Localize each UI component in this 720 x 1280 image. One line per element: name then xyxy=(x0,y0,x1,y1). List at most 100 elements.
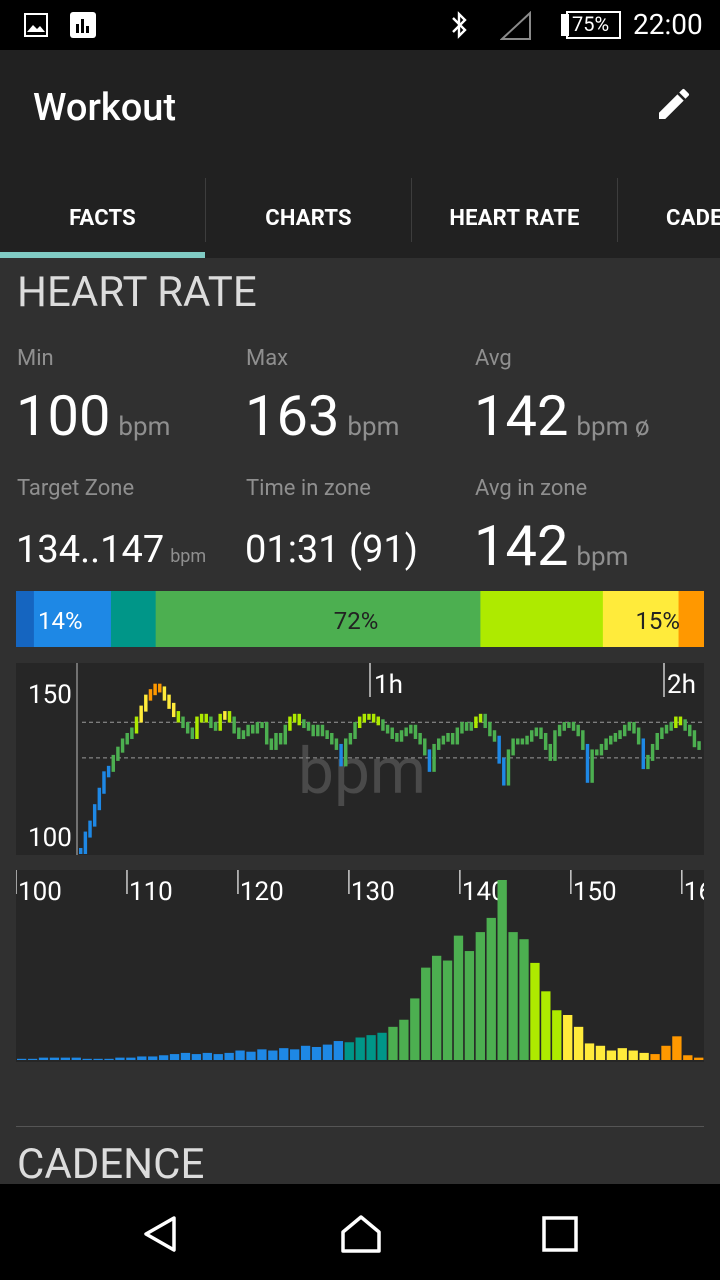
hr-point xyxy=(283,724,288,745)
hr-point xyxy=(483,713,487,729)
hr-point xyxy=(116,746,120,761)
time-in-zone-label: Time in zone xyxy=(246,476,371,501)
hr-point xyxy=(413,724,418,739)
hr-point xyxy=(111,754,115,772)
histogram-bar xyxy=(104,1058,114,1060)
edit-icon[interactable] xyxy=(654,84,694,124)
hr-point xyxy=(553,730,557,761)
section-title-cadence: CADENCE xyxy=(17,1140,205,1184)
heart-rate-histogram[interactable]: 100110120130140150160 xyxy=(16,870,704,1062)
hr-point xyxy=(167,694,171,709)
home-icon[interactable] xyxy=(339,1214,383,1254)
hr-point xyxy=(432,743,436,772)
hr-point xyxy=(395,732,399,742)
hr-point xyxy=(409,724,413,734)
histogram-bar xyxy=(311,1046,322,1060)
hr-point xyxy=(348,732,353,745)
tab-charts[interactable]: CHARTS xyxy=(265,205,352,231)
histogram-bar xyxy=(421,967,431,1060)
hr-point xyxy=(195,716,199,739)
hr-point xyxy=(297,713,301,726)
recents-icon[interactable] xyxy=(542,1216,578,1252)
max-label: Max xyxy=(246,346,289,371)
hr-point xyxy=(371,713,376,723)
x-tick-2h: 2h xyxy=(667,670,696,700)
hr-point xyxy=(655,732,659,750)
hr-point xyxy=(478,713,483,723)
histogram-bar xyxy=(279,1048,289,1060)
histogram-bar xyxy=(322,1044,333,1060)
hr-point xyxy=(125,732,129,745)
hr-point xyxy=(627,722,632,731)
tab-facts[interactable]: FACTS xyxy=(69,205,136,231)
back-icon[interactable] xyxy=(140,1214,180,1254)
zone-segment xyxy=(602,591,680,647)
histogram-bar xyxy=(180,1052,191,1060)
histogram-bar xyxy=(191,1054,202,1060)
hr-point xyxy=(427,749,432,772)
hr-point xyxy=(539,727,543,739)
hr-point xyxy=(650,743,655,761)
hr-point xyxy=(571,722,576,731)
hr-point xyxy=(311,724,315,737)
hr-point xyxy=(595,749,599,756)
hr-point xyxy=(97,787,102,811)
avg-label: Avg xyxy=(475,346,512,371)
heart-rate-chart[interactable]: bpm 150 100 1h 2h xyxy=(16,663,704,855)
hr-point xyxy=(404,727,408,737)
hr-point xyxy=(237,727,241,739)
battery-percent: 75% xyxy=(572,12,610,36)
hr-point xyxy=(529,730,534,742)
hr-point xyxy=(660,727,664,739)
histogram-bar xyxy=(158,1055,169,1060)
tab-indicator xyxy=(0,252,205,258)
histogram-bar xyxy=(639,1052,649,1060)
histogram-bar xyxy=(628,1050,638,1060)
hr-point xyxy=(534,727,539,737)
hr-point xyxy=(562,722,566,731)
hr-point xyxy=(506,749,511,786)
hr-point xyxy=(320,724,325,737)
hr-point xyxy=(204,713,208,723)
target-zone-label: Target Zone xyxy=(17,476,135,501)
hr-point xyxy=(441,735,446,745)
tab-heart-rate[interactable]: HEART RATE xyxy=(449,205,580,231)
histogram-bar xyxy=(497,880,507,1060)
hr-point xyxy=(227,711,232,723)
histogram-bar xyxy=(333,1041,344,1060)
tab-bar: FACTS CHARTS HEART RATE CADE xyxy=(0,178,720,258)
hr-point xyxy=(376,716,381,726)
hr-point xyxy=(134,716,139,734)
histogram-bar xyxy=(137,1056,147,1060)
hr-point xyxy=(543,732,548,750)
hr-point xyxy=(622,724,627,737)
histogram-bar xyxy=(573,1026,584,1060)
avg-in-zone-number: 142 xyxy=(474,513,569,579)
histogram-bar xyxy=(683,1055,693,1060)
facts-content[interactable]: HEART RATE Min 100 bpm Max 163 bpm Avg 142… xyxy=(0,258,720,1184)
avg-unit: bpm ø xyxy=(576,412,650,442)
histogram-bar xyxy=(431,955,442,1060)
histogram-bar xyxy=(563,1015,573,1060)
battery-icon xyxy=(561,11,621,39)
signal-icon xyxy=(500,11,531,40)
hr-point xyxy=(618,730,622,739)
tab-cadence[interactable]: CADE xyxy=(666,205,720,231)
max-unit: bpm xyxy=(347,412,400,442)
hr-point xyxy=(339,743,343,767)
zone-label-target: 72% xyxy=(334,607,379,635)
histogram-bar xyxy=(169,1054,180,1060)
histogram-bar xyxy=(508,932,518,1060)
hr-point xyxy=(223,711,227,720)
histogram-bar xyxy=(148,1056,158,1060)
image-icon xyxy=(24,13,48,37)
hr-point xyxy=(455,727,460,745)
hr-point xyxy=(181,716,185,729)
hr-point xyxy=(79,848,83,854)
hr-point xyxy=(190,727,195,739)
hr-point xyxy=(567,722,571,729)
min-value: 100 bpm xyxy=(16,388,170,444)
tab-divider xyxy=(205,178,206,242)
hr-point xyxy=(362,713,367,723)
navigation-bar xyxy=(0,1184,720,1280)
